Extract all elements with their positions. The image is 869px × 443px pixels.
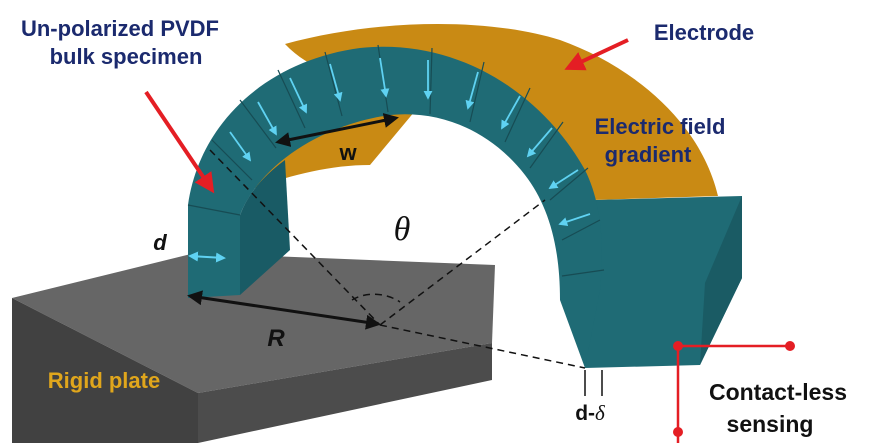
electrode-pointer (564, 38, 629, 71)
electrode-label: Electrode (654, 20, 754, 45)
gap-label-d: d- (575, 402, 595, 425)
thickness-label: d (153, 230, 167, 255)
radius-label: R (267, 325, 285, 352)
angle-label: θ (394, 211, 411, 248)
sensing-label-line1: Contact-less (709, 379, 847, 405)
sensing-label-line2: sensing (727, 411, 814, 437)
plate-front-face (12, 298, 198, 443)
thickness-arrow (188, 251, 226, 263)
gap-label: d-δ (575, 401, 606, 425)
width-label: w (338, 140, 357, 165)
specimen-pointer (144, 90, 215, 194)
field-label-line1: Electric field (595, 114, 726, 139)
width-arrow (275, 113, 399, 147)
specimen-right-leg-side (700, 196, 742, 365)
plate-label: Rigid plate (48, 368, 160, 393)
specimen-label-line1: Un-polarized PVDF (21, 16, 219, 41)
red-pointers (144, 38, 629, 194)
dimension-arrows (187, 113, 399, 330)
specimen-label-line2: bulk specimen (50, 44, 203, 69)
field-arrows (229, 57, 591, 226)
arch-segment-lines (187, 44, 605, 277)
gap-label-delta: δ (595, 401, 606, 425)
sensing-connector (673, 341, 795, 443)
field-label-line2: gradient (605, 142, 692, 167)
gap-markers (584, 370, 603, 396)
plate-side-face (198, 343, 492, 443)
radius-arrow (187, 290, 381, 330)
